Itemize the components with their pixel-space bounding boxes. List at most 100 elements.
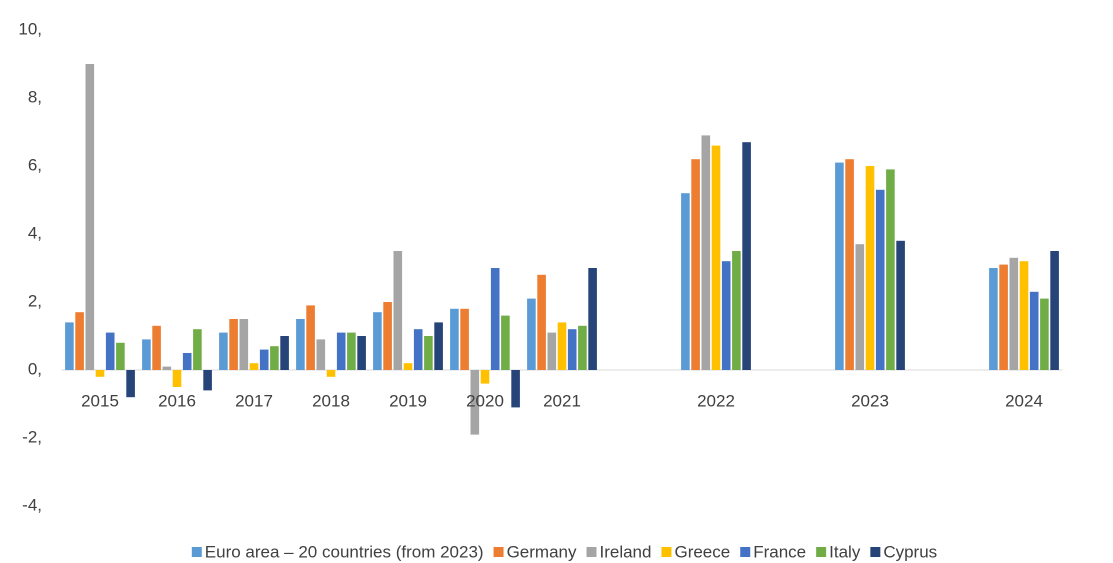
bar [336,332,346,370]
bar [501,315,510,370]
x-tick-label: 2019 [389,391,427,410]
legend-label: France [753,542,806,561]
legend-label: Cyprus [883,542,937,561]
x-tick-label: 2023 [851,391,889,410]
bar [865,166,875,370]
legend-swatch [816,547,827,557]
bar [229,319,238,370]
bar [711,145,721,370]
bar [347,332,356,370]
bar [527,298,536,370]
bar [316,339,326,370]
bar [875,189,885,370]
legend-swatch [191,547,202,557]
bar [259,349,269,370]
legend-swatch [870,547,881,557]
bar [835,162,844,370]
bar [116,342,125,370]
bar [1040,298,1049,370]
bar [105,332,115,370]
legend-label: Greece [674,542,730,561]
bar [424,336,433,370]
bar [557,322,567,370]
legend-label: Euro area – 20 countries (from 2023) [205,542,484,561]
bar [182,353,192,370]
bar [219,332,228,370]
x-tick-label: 2020 [466,391,504,410]
bar [999,264,1008,370]
bar [403,363,413,370]
y-tick-label: 10, [18,19,42,38]
bar [296,319,305,370]
bar [203,370,212,391]
bar [172,370,182,387]
x-tick-label: 2015 [81,391,119,410]
x-tick-label: 2024 [1005,391,1043,410]
x-tick-label: 2022 [697,391,735,410]
y-tick-label: 8, [28,87,42,106]
y-tick-label: 2, [28,291,42,310]
y-tick-label: 0, [28,359,42,378]
bar [306,305,315,370]
bar [896,240,905,370]
bar [326,370,336,377]
bar [578,325,587,370]
legend-swatch [586,547,597,557]
bar [413,329,423,370]
legend-label: Germany [507,542,577,561]
bar [1019,261,1029,370]
bar [732,251,741,370]
bar [701,135,711,370]
legend-swatch [493,547,504,557]
bar [152,325,161,370]
x-tick-label: 2016 [158,391,196,410]
bar [537,274,546,370]
bar [470,370,480,435]
x-tick-label: 2017 [235,391,273,410]
y-tick-label: -2, [22,427,42,446]
bar [126,370,135,398]
bar [691,159,700,370]
y-tick-label: 6, [28,155,42,174]
bar [383,302,392,370]
bar [142,339,151,370]
bar [95,370,105,377]
legend-swatch [740,547,751,557]
bar [249,363,259,370]
bar [511,370,520,408]
legend-swatch [661,547,672,557]
bar [1029,291,1039,370]
x-tick-label: 2021 [543,391,581,410]
bar [357,336,366,370]
bar [845,159,854,370]
x-tick-label: 2018 [312,391,350,410]
bar [490,268,500,370]
bar [681,193,690,370]
bar [393,251,403,370]
bar [85,64,95,370]
y-tick-label: -4, [22,495,42,514]
bar [721,261,731,370]
bar [65,322,74,370]
bar [162,366,172,370]
bar [373,312,382,370]
bar [270,346,279,370]
bar [1050,251,1059,370]
bar [886,169,895,370]
legend-label: Ireland [599,542,651,561]
bar [989,268,998,370]
bar [280,336,289,370]
bar [588,268,597,370]
bar [434,322,443,370]
bar [239,319,249,370]
bar [193,329,202,370]
bar [855,244,865,370]
legend-label: Italy [829,542,861,561]
bar [742,142,751,370]
y-tick-label: 4, [28,223,42,242]
bar [1009,257,1019,370]
bar [547,332,557,370]
bar [460,308,469,370]
